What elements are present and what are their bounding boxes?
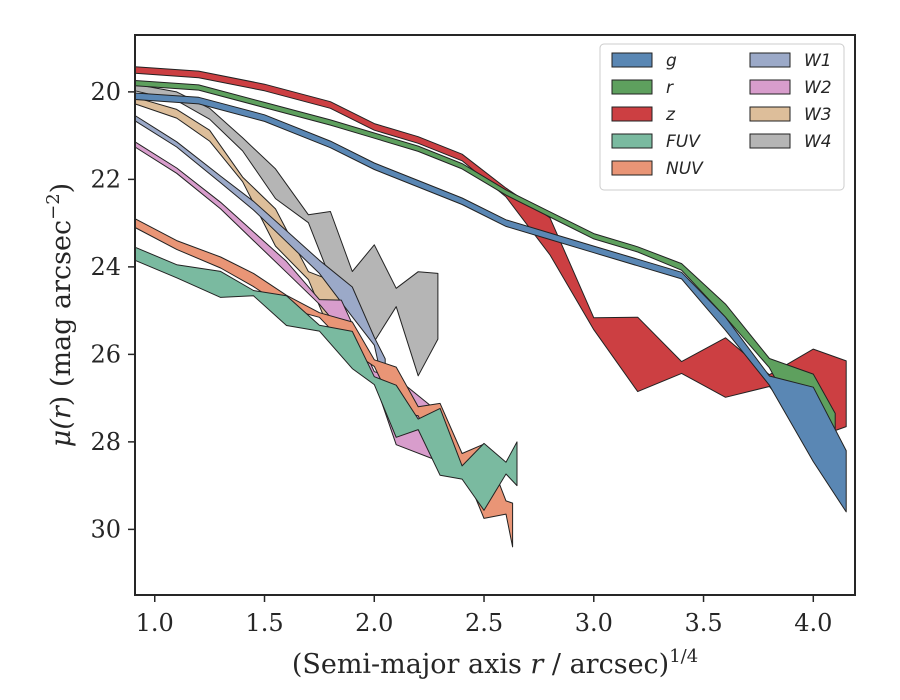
series-band-fuv (134, 246, 518, 511)
y-axis-ticks: 20 22 24 26 28 30 (90, 78, 135, 543)
plot-frame (134, 34, 856, 596)
x-tick-label: 2.0 (355, 609, 393, 637)
legend-swatch-z (611, 106, 653, 122)
y-axis-label: μ(r) (mag arcsec−2) (43, 183, 77, 447)
series-band-z (134, 66, 847, 439)
x-tick-label: 3.5 (684, 609, 722, 637)
legend-label-w3: W3 (804, 105, 832, 125)
legend-swatch-r (611, 79, 653, 95)
y-tick-label: 30 (90, 515, 121, 543)
x-tick-label: 2.5 (465, 609, 503, 637)
legend: grz FUV NUV W1 W2 W3 W4 (599, 43, 845, 191)
legend-label-fuv: FUV (666, 132, 701, 152)
legend-swatch-w2 (749, 79, 791, 95)
legend-label-z: z (665, 105, 676, 125)
legend-swatch-g (611, 52, 653, 68)
y-tick-label: 26 (90, 340, 121, 368)
legend-swatch-fuv (611, 133, 653, 149)
legend-swatch-w3 (749, 106, 791, 122)
series-band-w4 (134, 83, 439, 377)
x-tick-label: 3.0 (575, 609, 613, 637)
series-layer (134, 66, 847, 548)
x-tick-label: 4.0 (794, 609, 832, 637)
legend-swatch-w1 (749, 52, 791, 68)
legend-label-w1: W1 (804, 51, 832, 71)
legend-label-g: g (666, 51, 677, 71)
x-axis-ticks: 1.0 1.5 2.0 2.5 3.0 3.5 4.0 (136, 595, 832, 637)
legend-swatch-nuv (611, 160, 653, 176)
y-tick-label: 22 (90, 165, 121, 193)
legend-label-nuv: NUV (666, 159, 704, 179)
x-axis-label: (Semi-major axis r / arcsec)1/4 (292, 646, 698, 680)
x-tick-label: 1.5 (245, 609, 283, 637)
y-tick-label: 20 (90, 78, 121, 106)
y-tick-label: 24 (90, 253, 121, 281)
legend-label-w2: W2 (804, 78, 832, 98)
legend-label-r: r (666, 78, 674, 98)
y-tick-label: 28 (90, 428, 121, 456)
legend-label-w4: W4 (804, 132, 832, 152)
x-tick-label: 1.0 (136, 609, 174, 637)
series-band-g (134, 92, 847, 513)
legend-swatch-w4 (749, 133, 791, 149)
